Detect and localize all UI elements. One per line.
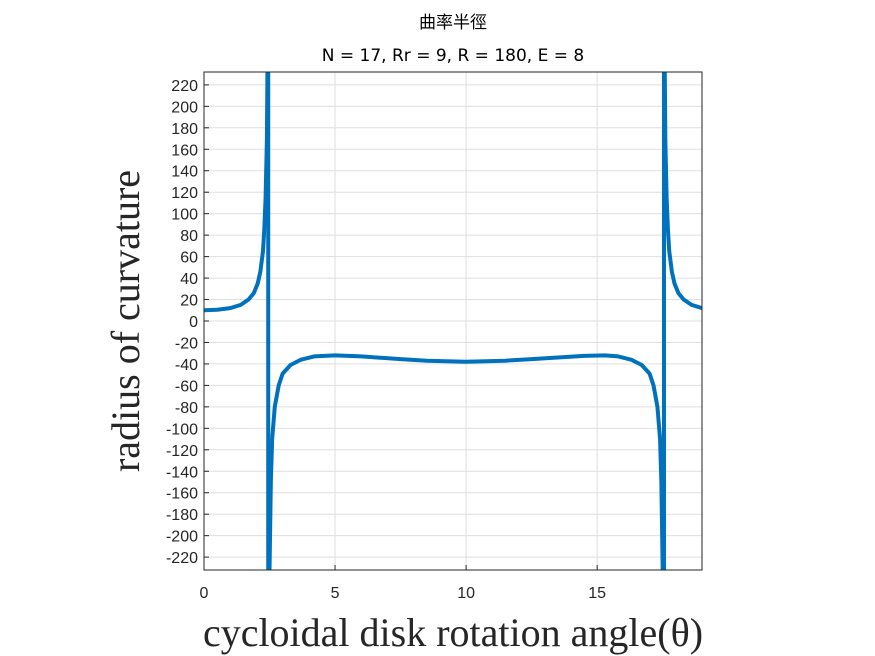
y-tick-label: 0 bbox=[189, 314, 198, 331]
y-tick-label: 180 bbox=[171, 121, 198, 138]
y-tick-label: -140 bbox=[166, 464, 198, 481]
chart-subtitle: N = 17, Rr = 9, R = 180, E = 8 bbox=[322, 46, 584, 66]
y-tick-label: 80 bbox=[180, 228, 198, 245]
y-tick-label: -200 bbox=[166, 529, 198, 546]
series-line-segment bbox=[267, 353, 665, 570]
y-tick-label: -160 bbox=[166, 486, 198, 503]
series-line bbox=[204, 72, 702, 570]
y-tick-label: 200 bbox=[171, 99, 198, 116]
x-tick-label: 0 bbox=[200, 585, 209, 602]
series-line-segment bbox=[204, 72, 270, 313]
series-line-segment bbox=[662, 72, 702, 311]
y-tick-label: 40 bbox=[180, 271, 198, 288]
y-tick-label: 220 bbox=[171, 78, 198, 95]
x-tick-label: 10 bbox=[457, 585, 475, 602]
y-tick-label: -220 bbox=[166, 550, 198, 567]
y-tick-label: -20 bbox=[175, 335, 198, 352]
y-tick-label: 140 bbox=[171, 164, 198, 181]
y-tick-label: -180 bbox=[166, 507, 198, 524]
y-tick-label: 60 bbox=[180, 250, 198, 267]
y-tick-label: -80 bbox=[175, 400, 198, 417]
y-tick-label: -100 bbox=[166, 421, 198, 438]
y-tick-label: -60 bbox=[175, 378, 198, 395]
chart-title: 曲率半徑 bbox=[419, 13, 487, 33]
y-tick-label: -40 bbox=[175, 357, 198, 374]
y-axis-ticks: 220200180160140120100806040200-20-40-60-… bbox=[166, 78, 209, 567]
x-axis-ticks: 0 5 10 15 bbox=[200, 565, 606, 602]
y-axis-label: radius of curvature bbox=[103, 170, 148, 472]
x-tick-label: 15 bbox=[588, 585, 606, 602]
x-axis-label: cycloidal disk rotation angle(θ) bbox=[203, 610, 703, 655]
y-tick-label: -120 bbox=[166, 443, 198, 460]
y-tick-label: 20 bbox=[180, 293, 198, 310]
plot-frame bbox=[203, 71, 703, 571]
grid-lines bbox=[203, 72, 702, 570]
y-tick-label: 160 bbox=[171, 142, 198, 159]
y-tick-label: 120 bbox=[171, 185, 198, 202]
x-tick-label: 5 bbox=[331, 585, 340, 602]
y-tick-label: 100 bbox=[171, 207, 198, 224]
